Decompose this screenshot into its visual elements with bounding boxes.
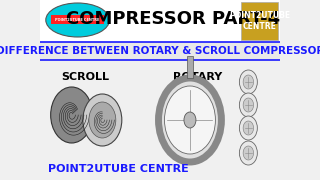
Circle shape xyxy=(239,70,257,94)
FancyBboxPatch shape xyxy=(241,2,278,40)
Circle shape xyxy=(243,121,254,135)
Circle shape xyxy=(164,86,215,154)
Circle shape xyxy=(239,141,257,165)
Text: POINT2UTUBE
CENTRE: POINT2UTUBE CENTRE xyxy=(229,11,290,31)
Text: SCROLL: SCROLL xyxy=(61,72,109,82)
Circle shape xyxy=(89,102,116,138)
Circle shape xyxy=(243,146,254,160)
Circle shape xyxy=(243,98,254,112)
Circle shape xyxy=(243,75,254,89)
Text: ROTARY: ROTARY xyxy=(173,72,222,82)
Text: POINT2UTUBE CENTRE: POINT2UTUBE CENTRE xyxy=(55,17,100,21)
Circle shape xyxy=(184,112,196,128)
FancyBboxPatch shape xyxy=(40,0,280,42)
Ellipse shape xyxy=(46,3,109,37)
Text: COMPRESSOR PART-4: COMPRESSOR PART-4 xyxy=(67,10,281,28)
Circle shape xyxy=(158,78,221,162)
Bar xyxy=(187,56,193,78)
Text: POINT2UTUBE CENTRE: POINT2UTUBE CENTRE xyxy=(48,164,188,174)
FancyBboxPatch shape xyxy=(40,42,280,60)
Circle shape xyxy=(83,94,122,146)
Circle shape xyxy=(51,87,92,143)
Text: DIFFERENCE BETWEEN ROTARY & SCROLL COMPRESSOR: DIFFERENCE BETWEEN ROTARY & SCROLL COMPR… xyxy=(0,46,320,56)
Circle shape xyxy=(239,93,257,117)
FancyBboxPatch shape xyxy=(52,15,104,24)
Circle shape xyxy=(239,116,257,140)
